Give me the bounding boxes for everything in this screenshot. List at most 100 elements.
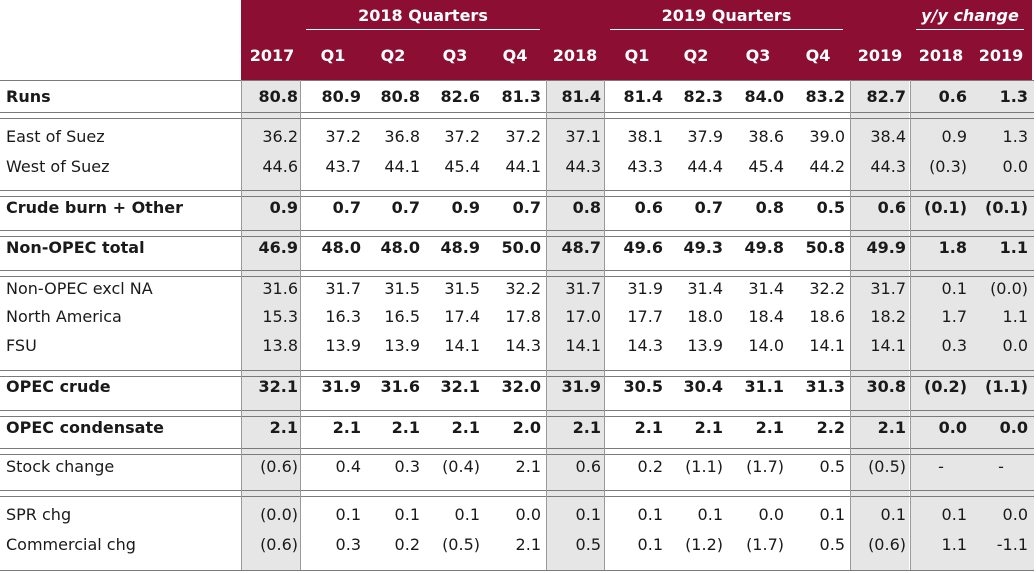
- table-cell: 0.0: [515, 505, 541, 524]
- column-header: Q3: [745, 46, 771, 65]
- column-header: Q1: [624, 46, 650, 65]
- table-cell: 39.0: [809, 127, 845, 146]
- row-label: SPR chg: [6, 505, 72, 524]
- table-cell: 0.0: [1002, 157, 1028, 176]
- table-cell: 1.8: [938, 238, 967, 257]
- table-cell: 0.3: [394, 457, 420, 476]
- row-label: Stock change: [6, 457, 115, 476]
- table-cell: 14.0: [748, 336, 784, 355]
- table-cell: 82.3: [683, 87, 723, 106]
- shaded-column: [241, 80, 300, 570]
- table-cell: 0.1: [335, 505, 361, 524]
- table-cell: 32.1: [258, 377, 298, 396]
- column-header: Q2: [380, 46, 406, 65]
- group-underline: [306, 29, 540, 30]
- table-cell: (1.7): [746, 535, 784, 554]
- table-cell: (1.1): [985, 377, 1028, 396]
- divider-line: [0, 496, 1034, 497]
- table-cell: 48.7: [561, 238, 601, 257]
- table-cell: 31.1: [744, 377, 784, 396]
- table-cell: 31.9: [321, 377, 361, 396]
- table-cell: 44.6: [262, 157, 298, 176]
- table-cell: (1.7): [746, 457, 784, 476]
- table-cell: 17.7: [627, 307, 663, 326]
- table-cell: (0.4): [442, 457, 480, 476]
- table-cell: 18.4: [748, 307, 784, 326]
- table-cell: 44.2: [809, 157, 845, 176]
- table-cell: (0.3): [929, 157, 967, 176]
- table-cell: 14.1: [870, 336, 906, 355]
- table-cell: 17.0: [565, 307, 601, 326]
- table-cell: 84.0: [744, 87, 784, 106]
- table-cell: 0.5: [575, 535, 601, 554]
- table-cell: 81.3: [501, 87, 541, 106]
- column-divider: [546, 80, 547, 570]
- table-cell: 31.6: [380, 377, 420, 396]
- row-label: East of Suez: [6, 127, 105, 146]
- column-header: Q4: [502, 46, 528, 65]
- table-cell: 0.7: [512, 198, 541, 217]
- divider-line: [0, 410, 1034, 411]
- table-cell: (0.6): [260, 535, 298, 554]
- column-divider: [604, 80, 605, 570]
- divider-line: [0, 276, 1034, 277]
- table-cell: 14.1: [809, 336, 845, 355]
- table-cell: 0.5: [819, 457, 845, 476]
- table-cell: 37.9: [687, 127, 723, 146]
- table-cell: 43.7: [325, 157, 361, 176]
- table-cell: 30.4: [683, 377, 723, 396]
- table-cell: 2.1: [391, 418, 420, 437]
- table-cell: 13.8: [262, 336, 298, 355]
- table-cell: 0.1: [819, 505, 845, 524]
- table-cell: 0.8: [755, 198, 784, 217]
- table-cell: 18.0: [687, 307, 723, 326]
- table-cell: 31.7: [565, 279, 601, 298]
- table-cell: 0.3: [335, 535, 361, 554]
- table-cell: 0.0: [1002, 505, 1028, 524]
- column-group-header: 2019 Quarters: [661, 6, 792, 25]
- table-cell: (1.2): [685, 535, 723, 554]
- table-cell: 49.3: [683, 238, 723, 257]
- table-cell: 31.5: [444, 279, 480, 298]
- table-cell: 31.4: [748, 279, 784, 298]
- column-header: 2019: [978, 46, 1024, 65]
- table-cell: 0.6: [634, 198, 663, 217]
- table-cell: 1.3: [999, 87, 1028, 106]
- column-group-header: 2018 Quarters: [358, 6, 488, 25]
- row-label: FSU: [6, 336, 37, 355]
- table-cell: 37.1: [565, 127, 601, 146]
- table-cell: 0.5: [819, 535, 845, 554]
- table-cell: 17.8: [505, 307, 541, 326]
- table-cell: 0.9: [269, 198, 298, 217]
- column-header: Q4: [805, 46, 831, 65]
- table-cell: 32.1: [440, 377, 480, 396]
- divider-line: [0, 376, 1034, 377]
- table-cell: 13.9: [384, 336, 420, 355]
- column-divider: [850, 80, 851, 570]
- table-cell: 49.6: [623, 238, 663, 257]
- column-header: Q3: [442, 46, 468, 65]
- row-label: Runs: [6, 87, 51, 106]
- table-cell: 0.7: [694, 198, 723, 217]
- table-cell: 45.4: [748, 157, 784, 176]
- table-cell: 1.1: [1002, 307, 1028, 326]
- row-label: Non-OPEC excl NA: [6, 279, 153, 298]
- table-cell: 17.4: [444, 307, 480, 326]
- table-cell: 48.0: [380, 238, 420, 257]
- table-cell: 2.1: [634, 418, 663, 437]
- table-cell: (0.1): [924, 198, 967, 217]
- table-cell: 0.2: [637, 457, 663, 476]
- column-divider: [910, 80, 911, 570]
- table-cell: 0.3: [941, 336, 967, 355]
- divider-line: [0, 370, 1034, 371]
- table-cell: 0.6: [877, 198, 906, 217]
- table-cell: 37.2: [444, 127, 480, 146]
- table-cell: 44.3: [565, 157, 601, 176]
- column-header: 2018: [552, 46, 598, 65]
- table-cell: 0.9: [941, 127, 967, 146]
- row-label: OPEC condensate: [6, 418, 164, 437]
- table-cell: 0.0: [999, 418, 1028, 437]
- table-cell: 0.1: [880, 505, 906, 524]
- divider-line: [0, 454, 1034, 455]
